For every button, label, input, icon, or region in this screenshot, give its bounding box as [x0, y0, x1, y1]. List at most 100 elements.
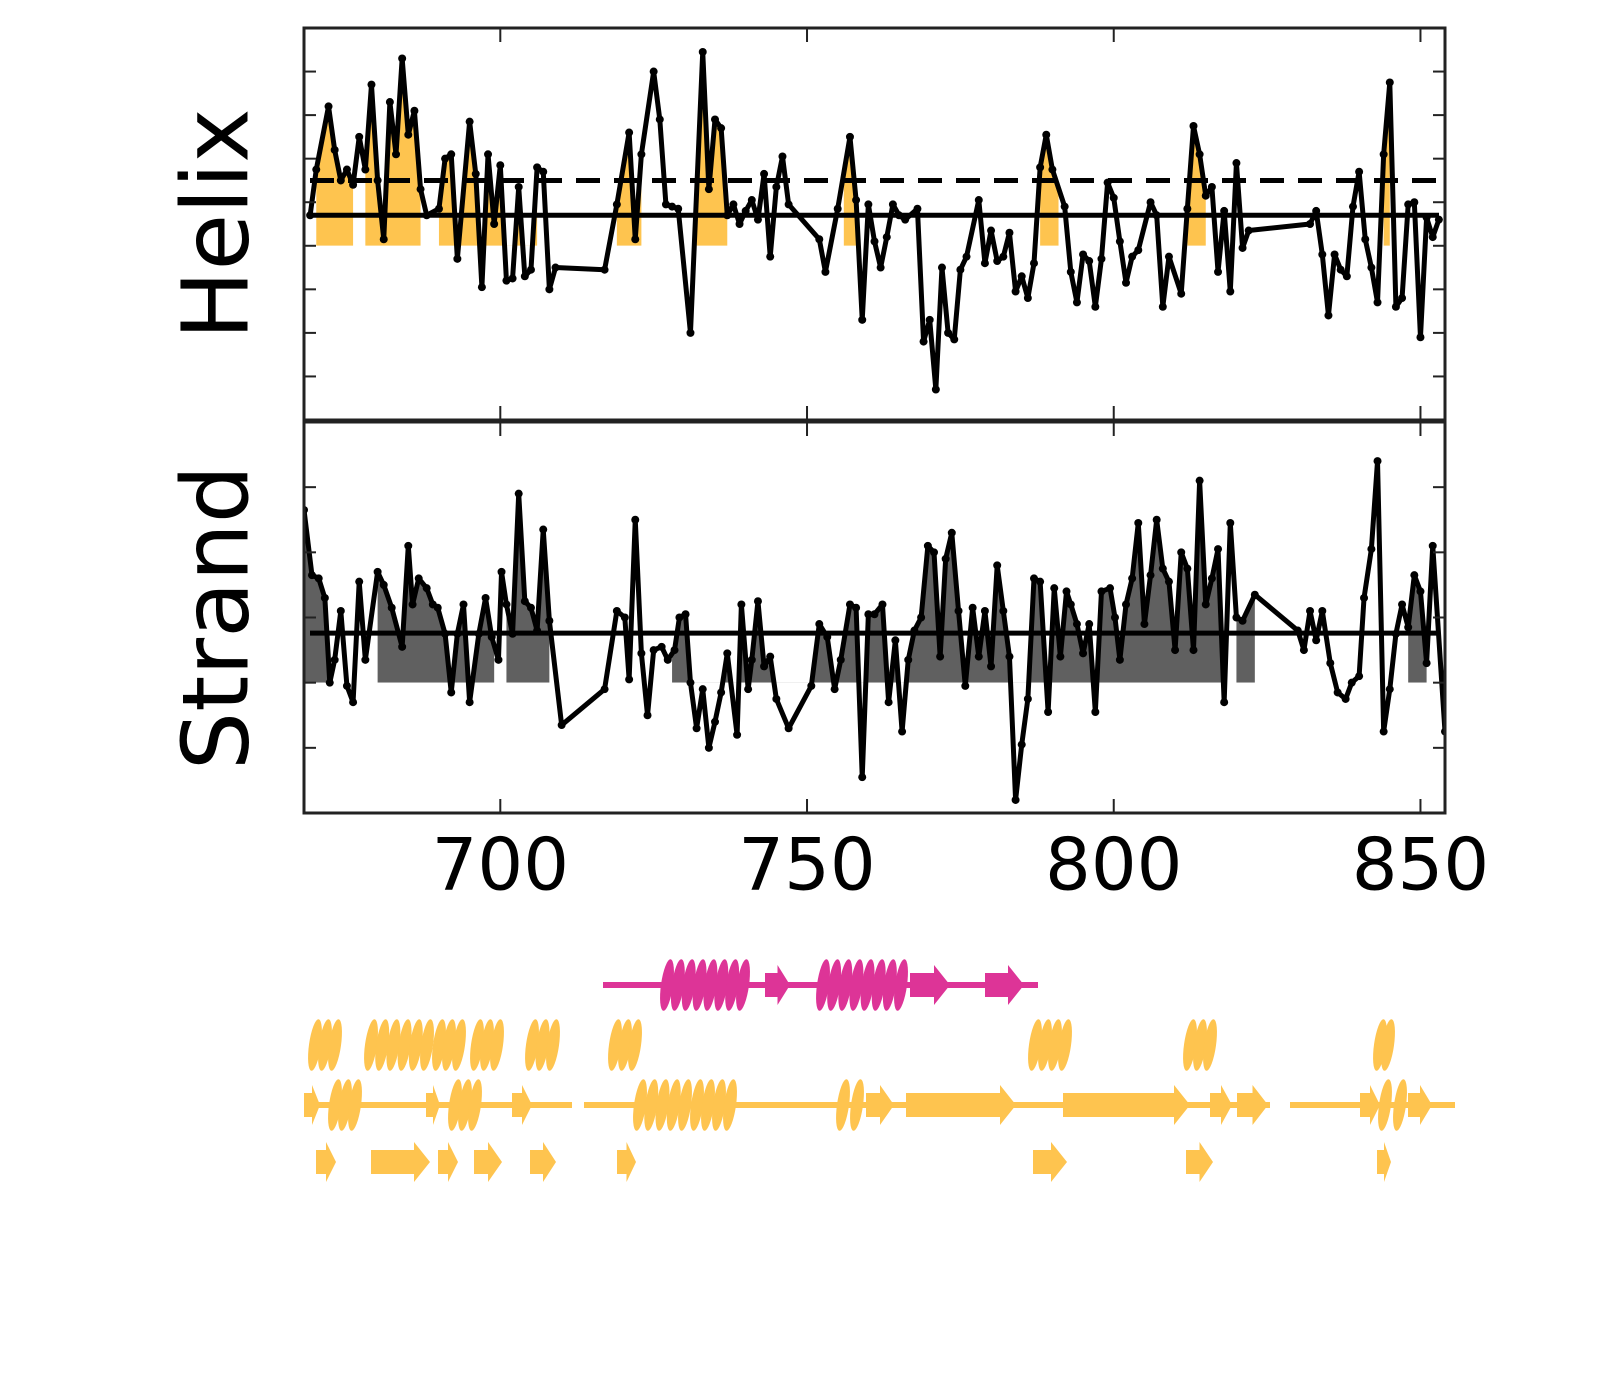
strand-arrow [1360, 1085, 1380, 1125]
data-point [631, 515, 640, 524]
data-point [1023, 294, 1032, 303]
data-point [987, 226, 996, 235]
panel-frame [302, 26, 1447, 422]
data-point [930, 548, 939, 557]
strand-arrow [371, 1142, 430, 1182]
data-point [1336, 265, 1345, 274]
data-point [931, 385, 940, 394]
helix-turn [628, 1019, 642, 1071]
data-point [1042, 130, 1051, 139]
data-point [852, 196, 861, 205]
data-point [508, 274, 517, 283]
data-point [441, 154, 450, 163]
data-point [941, 554, 950, 563]
data-point [1360, 593, 1369, 602]
x-tick-label: 700 [432, 823, 569, 907]
data-point [312, 165, 321, 174]
data-point [937, 263, 946, 272]
data-point [481, 593, 490, 602]
data-point [980, 259, 989, 268]
strand-arrow [1186, 1142, 1213, 1182]
data-point [698, 47, 707, 56]
data-point [1348, 202, 1357, 211]
data-point [1324, 311, 1333, 320]
data-point [459, 600, 468, 609]
data-point [1146, 198, 1155, 207]
data-point [784, 200, 793, 209]
data-point [1293, 626, 1302, 635]
data-point [1134, 519, 1143, 528]
x-tick-label: 850 [1352, 823, 1489, 907]
data-point [663, 655, 672, 664]
data-point [1048, 165, 1057, 174]
data-point [1404, 623, 1413, 632]
data-point [422, 211, 431, 220]
data-point [1056, 652, 1065, 661]
data-point [735, 220, 744, 228]
data-point [526, 265, 535, 274]
data-point [747, 655, 756, 664]
data-point [465, 117, 474, 126]
data-point [1115, 237, 1124, 246]
data-point [408, 600, 417, 609]
data-point [1379, 150, 1388, 159]
data-point [845, 600, 854, 609]
data-point [1214, 267, 1223, 276]
helix-turn [1378, 1079, 1392, 1131]
data-point [385, 98, 394, 107]
helix-turn [690, 1079, 704, 1131]
data-point [447, 150, 456, 159]
data-point [870, 610, 879, 619]
data-point [1183, 564, 1192, 573]
data-point [1326, 659, 1335, 668]
data-point [888, 200, 897, 209]
data-point [1398, 294, 1407, 303]
helix-turn [725, 959, 740, 1011]
helix-turn [894, 959, 908, 1011]
helix-turn [827, 959, 842, 1011]
shaded-region [1236, 594, 1255, 683]
data-point [600, 265, 609, 274]
data-point [993, 561, 1002, 570]
y-axis-label: Helix [162, 108, 269, 339]
helix-turn [348, 1079, 362, 1131]
data-point [1177, 548, 1186, 557]
data-point [484, 150, 493, 159]
helix-turn [703, 959, 718, 1011]
data-point [1128, 252, 1137, 261]
helix-turn [644, 1079, 659, 1131]
data-point [919, 337, 928, 346]
data-point [821, 267, 830, 276]
data-point [625, 675, 634, 684]
data-point [1091, 302, 1100, 311]
data-point [1330, 250, 1339, 259]
strand-arrow [866, 1085, 894, 1125]
data-point [1177, 289, 1186, 298]
data-point [1023, 694, 1032, 703]
strand-arrow [1408, 1085, 1432, 1125]
helix-turn [816, 959, 830, 1011]
data-point [1220, 698, 1229, 707]
data-point [342, 165, 351, 174]
data-point [631, 235, 640, 244]
data-point [1333, 688, 1342, 697]
data-point [1085, 620, 1094, 629]
data-point [1128, 574, 1137, 583]
data-point [557, 721, 566, 730]
data-point [910, 626, 919, 635]
data-point [717, 124, 726, 133]
helix-turn [714, 959, 729, 1011]
data-point [1422, 659, 1431, 668]
data-point [923, 541, 932, 550]
helix-turn [666, 1079, 681, 1131]
data-point [1238, 616, 1247, 625]
data-point [686, 328, 695, 337]
data-point [349, 698, 358, 707]
data-point [1122, 600, 1131, 609]
data-point [520, 597, 529, 606]
data-point [494, 655, 503, 664]
data-point [913, 204, 922, 213]
data-point [398, 54, 407, 63]
data-point [1097, 587, 1106, 596]
data-point [392, 150, 401, 159]
